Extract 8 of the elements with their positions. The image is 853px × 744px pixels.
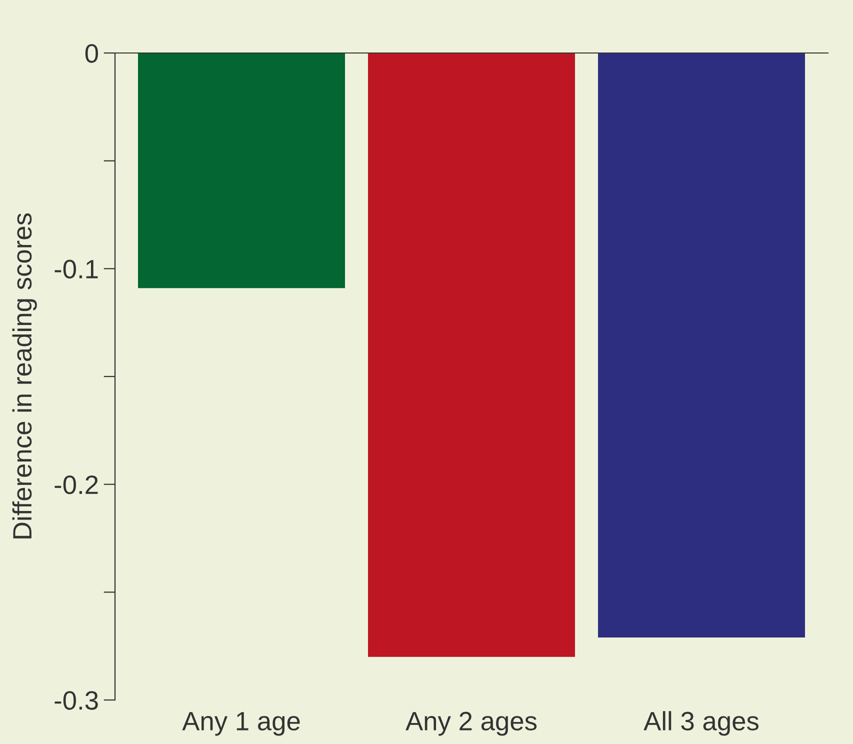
y-tick-label: 0 xyxy=(85,44,98,63)
x-tick-label: All 3 ages xyxy=(644,711,758,736)
y-tick-label: -0.2 xyxy=(54,475,98,494)
x-tick-label: Any 1 age xyxy=(182,712,300,736)
y-tick-label: -0.1 xyxy=(54,260,98,278)
y-axis-title: Difference in reading scores xyxy=(12,213,37,538)
y-tick-label: -0.3 xyxy=(54,691,98,710)
x-tick-label: Any 2 ages xyxy=(406,712,537,736)
